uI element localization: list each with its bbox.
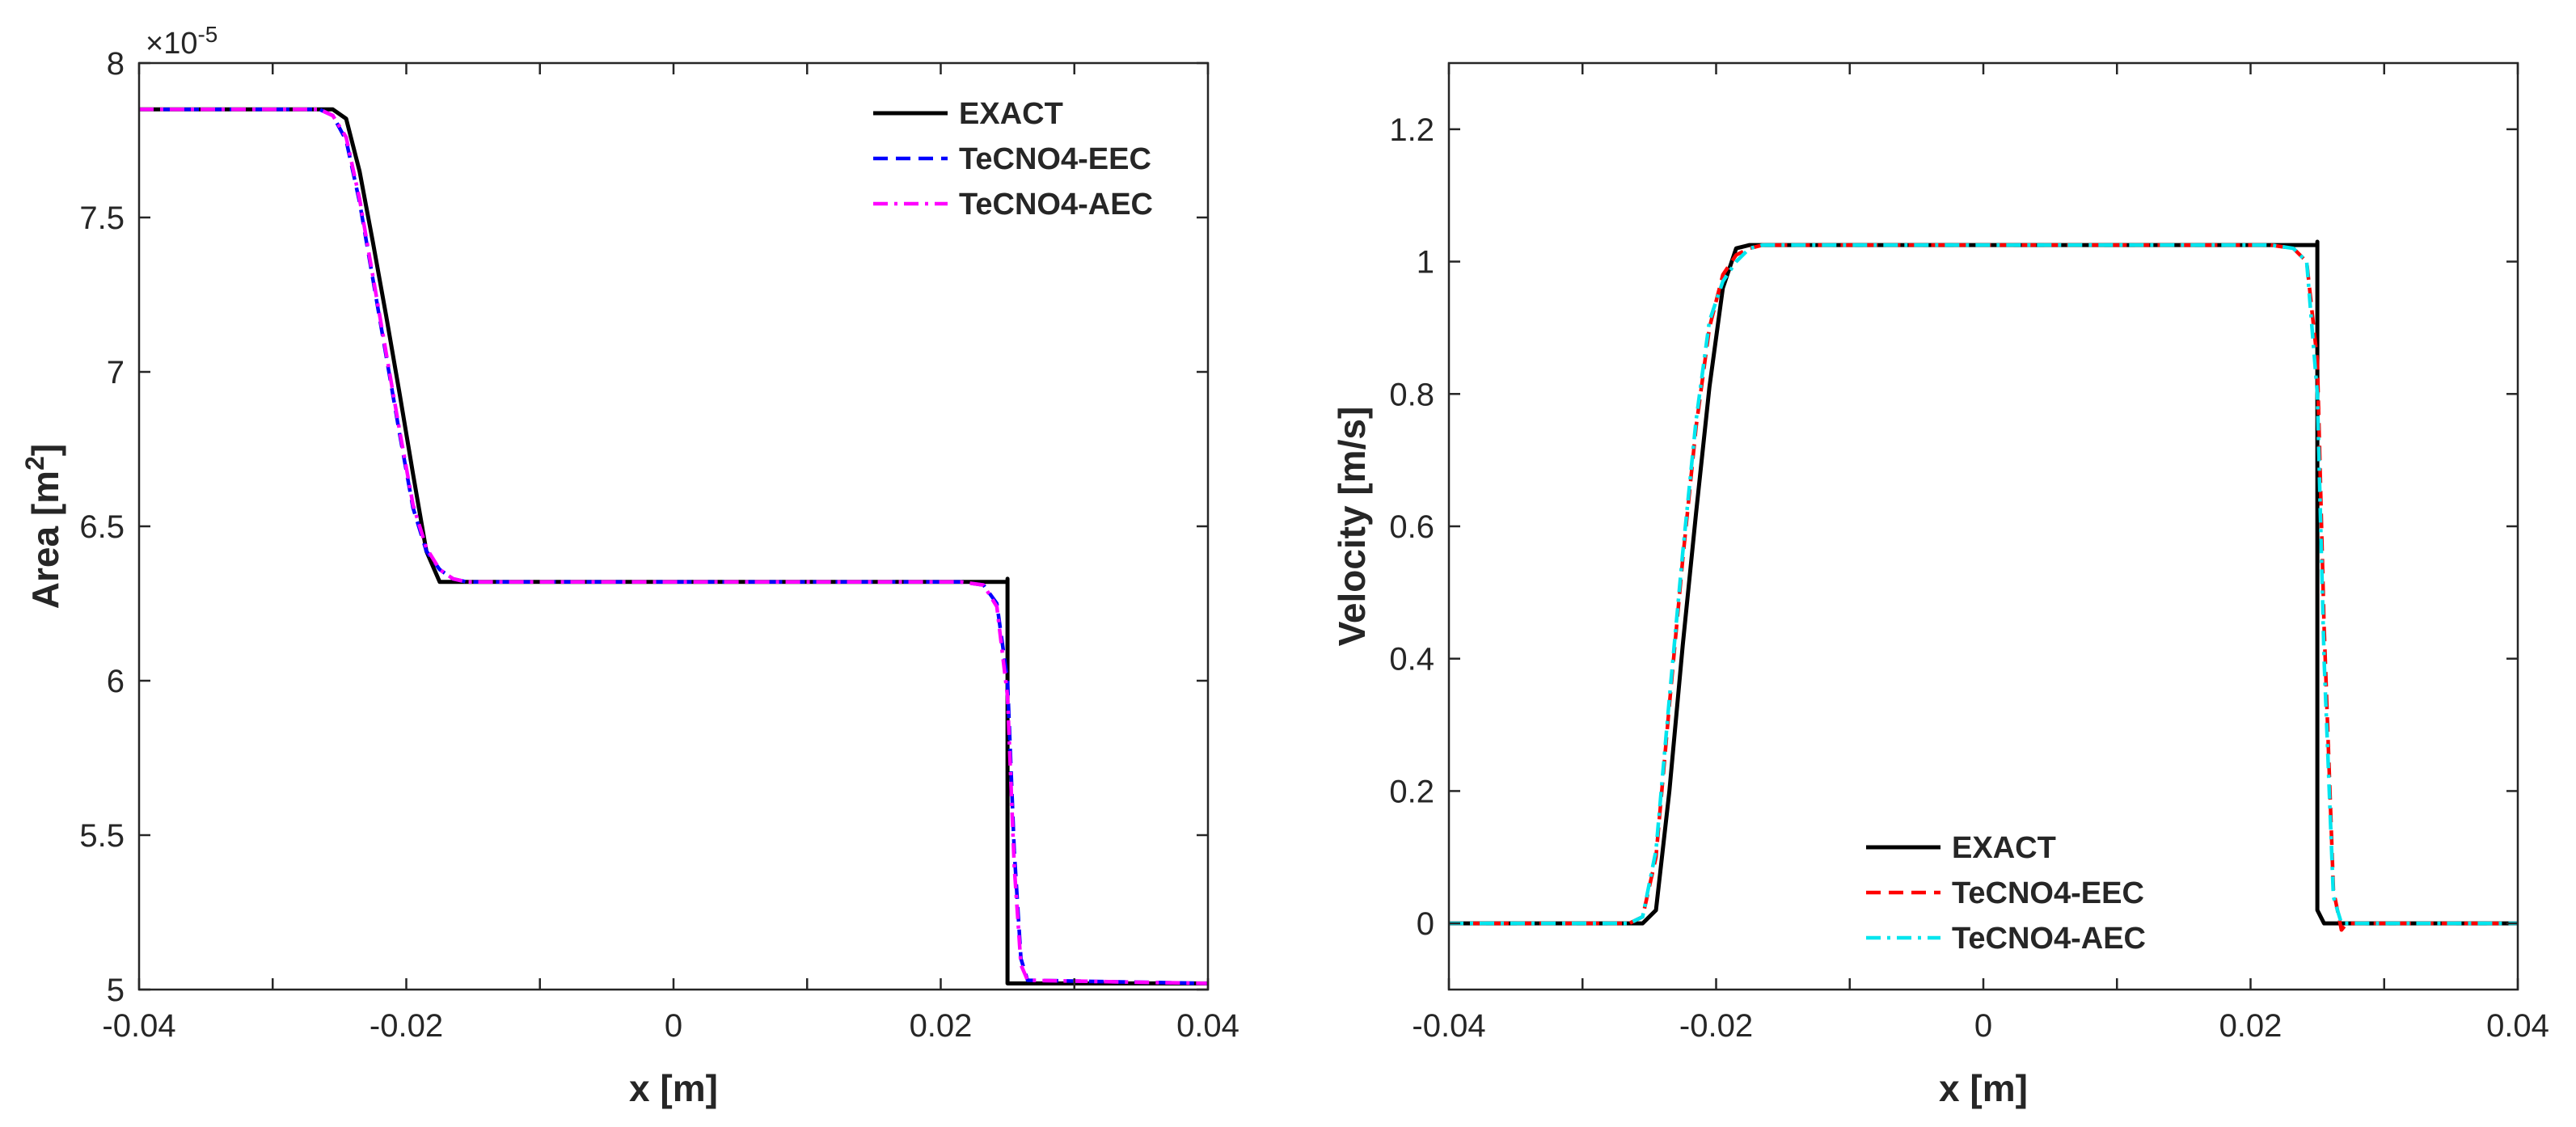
velocity-y-tick-label: 0 [1417,906,1434,942]
velocity-y-tick-label: 0.2 [1389,774,1434,809]
velocity-legend-label: TeCNO4-AEC [1952,922,2146,956]
area-x-tick-label: 0.02 [910,1008,973,1044]
velocity-chart: -0.04 -0.02 0 0.02 0.04 0 0.2 0.4 0.6 0.8 1 1.2 x [… [1331,61,2549,1109]
velocity-series-tecno4-aec [1449,243,2518,926]
velocity-y-tick-label: 0.4 [1389,642,1434,677]
area-x-tick-label: 0.04 [1176,1008,1239,1044]
velocity-y-tick-label: 0.8 [1389,377,1434,412]
velocity-x-axis-label: x [m] [1939,1067,2028,1109]
area-x-tick-label: -0.02 [370,1008,443,1044]
area-legend-label: TeCNO4-EEC [959,142,1151,176]
area-x-axis-label: x [m] [629,1067,718,1109]
velocity-y-tick-label: 0.6 [1389,509,1434,545]
velocity-series-exact [1449,239,2518,926]
velocity-x-tick-label: 0.02 [2219,1008,2283,1044]
area-series-exact [139,107,1208,986]
area-legend: EXACT TeCNO4-EEC TeCNO4-AEC [873,97,1153,222]
area-exponent-label: ×10-5 [146,22,217,61]
velocity-legend: EXACT TeCNO4-EEC TeCNO4-AEC [1866,831,2146,956]
velocity-y-axis-label: Velocity [m/s] [1331,407,1373,647]
velocity-x-tick-label: -0.04 [1412,1008,1485,1044]
area-y-tick-label: 6.5 [79,509,125,545]
velocity-x-tick-label: 0 [1974,1008,1992,1044]
velocity-legend-label: TeCNO4-EEC [1952,876,2144,910]
velocity-series-tecno4-eec [1449,243,2518,932]
velocity-series-group [1449,239,2518,932]
velocity-x-tick-label: -0.02 [1679,1008,1753,1044]
velocity-x-tick-label: 0.04 [2486,1008,2549,1044]
area-legend-label: TeCNO4-AEC [959,188,1153,222]
area-y-axis-label: Area [m2] [20,444,66,609]
area-y-tick-label: 5 [107,973,125,1008]
velocity-y-tick-label: 1.2 [1389,112,1434,148]
area-series-group [139,107,1209,986]
area-x-tick-label: -0.04 [102,1008,175,1044]
area-y-tick-label: 5.5 [79,818,125,854]
velocity-y-tick-label: 1 [1417,245,1434,281]
area-y-tick-label: 7.5 [79,200,125,236]
area-legend-label: EXACT [959,97,1063,131]
area-y-tick-label: 8 [107,46,125,82]
area-chart: -0.04 -0.02 0 0.02 0.04 5 5.5 6 6.5 7 7.5 8 ×10-5 x… [20,22,1239,1109]
area-y-tick-label: 7 [107,355,125,390]
velocity-legend-label: EXACT [1952,831,2056,865]
area-x-tick-label: 0 [665,1008,682,1044]
area-y-tick-label: 6 [107,664,125,699]
